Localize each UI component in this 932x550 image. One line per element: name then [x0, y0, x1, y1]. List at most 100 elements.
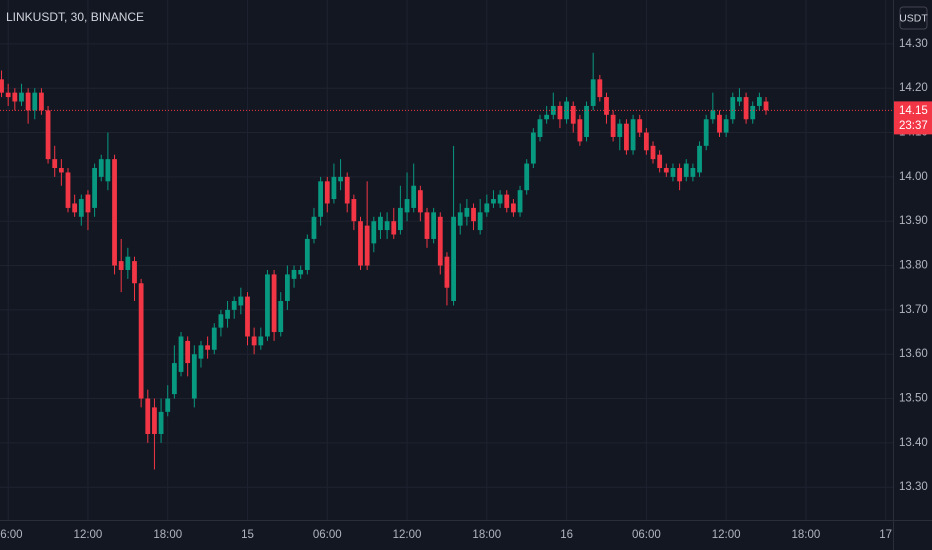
candle-body: [251, 336, 257, 346]
candle-body: [444, 256, 450, 288]
y-tick-label: 13.40: [899, 437, 928, 449]
candle-body: [604, 97, 609, 115]
axes: 14.3014.2014.1014.0013.9013.8013.7013.60…: [0, 38, 932, 541]
candle-body: [750, 105, 756, 120]
candle-body: [517, 190, 523, 213]
candle-body: [378, 216, 383, 231]
candle-body: [491, 199, 496, 204]
x-tick-label: 06:00: [0, 529, 23, 541]
candle-body: [650, 145, 656, 160]
last-price-label: 14.15: [899, 105, 928, 117]
candle-body: [384, 221, 390, 231]
candle-body: [630, 119, 636, 151]
y-tick-label: 13.80: [899, 260, 928, 272]
candle-body: [683, 163, 689, 177]
candle-body: [152, 407, 157, 434]
candle-body: [624, 123, 629, 151]
candle-body: [677, 168, 682, 182]
candle-body: [145, 398, 151, 434]
candle-body: [278, 301, 284, 333]
candle-body: [464, 207, 470, 217]
candle-body: [537, 119, 543, 137]
candle-body: [0, 79, 4, 93]
x-tick-label: 17: [879, 529, 892, 541]
candle-body: [437, 216, 443, 266]
x-tick-label: 18:00: [153, 529, 182, 541]
candle-body: [218, 314, 224, 328]
candle-body: [657, 154, 663, 169]
candle-body: [245, 296, 250, 337]
candle-body: [231, 301, 237, 310]
candle-body: [165, 398, 171, 412]
candle-body: [105, 159, 111, 182]
candle-body: [318, 181, 324, 217]
x-tick-label: 12:00: [74, 529, 103, 541]
candle-body: [364, 225, 370, 266]
candle-body: [158, 411, 164, 434]
candle-body: [198, 345, 204, 359]
y-tick-label: 13.70: [899, 304, 928, 316]
candle-body: [125, 256, 131, 270]
x-tick-label: 18:00: [472, 529, 501, 541]
candle-body: [737, 97, 742, 102]
candle-body: [730, 97, 736, 120]
candle-body: [424, 212, 430, 239]
candle-body: [404, 199, 410, 213]
candle-body: [703, 119, 709, 146]
candle-body: [85, 194, 91, 213]
candle-body: [225, 309, 230, 319]
candle-body: [471, 207, 476, 222]
candle-body: [72, 203, 78, 213]
candle-body: [511, 203, 516, 213]
candle-body: [78, 199, 84, 217]
candle-body: [98, 159, 104, 177]
y-tick-label: 14.20: [899, 82, 928, 94]
y-tick-label: 13.50: [899, 393, 928, 405]
candle-body: [763, 101, 769, 111]
candle-body: [577, 119, 583, 142]
candle-body: [504, 194, 510, 208]
candle-body: [497, 194, 503, 204]
candle-body: [92, 168, 97, 208]
candle-body: [417, 190, 423, 213]
candle-body: [610, 114, 616, 137]
candle-body: [391, 221, 397, 235]
y-tick-label: 13.30: [899, 481, 928, 493]
candle-body: [39, 92, 44, 111]
candle-body: [431, 212, 437, 239]
candle-body: [564, 101, 569, 120]
candle-body: [45, 110, 51, 160]
countdown-label: 23:37: [899, 120, 928, 132]
candle-body: [597, 79, 603, 98]
currency-box[interactable]: [899, 6, 928, 30]
candle-body: [637, 119, 643, 133]
candle-body: [590, 79, 596, 106]
candle-body: [12, 92, 18, 102]
candle-body: [211, 327, 217, 350]
candle-body: [351, 199, 357, 222]
candle-body: [311, 216, 317, 239]
candle-body: [544, 114, 550, 120]
x-tick-label: 12:00: [712, 529, 741, 541]
x-tick-label: 15: [241, 529, 254, 541]
candle-body: [411, 185, 417, 208]
y-tick-label: 14.00: [899, 171, 928, 183]
candle-body: [324, 181, 330, 204]
candle-body: [524, 163, 530, 191]
candle-body: [344, 176, 350, 204]
candle-body: [205, 345, 211, 350]
x-tick-label: 06:00: [632, 529, 661, 541]
candle-body: [331, 176, 337, 200]
x-tick-label: 12:00: [393, 529, 422, 541]
candle-body: [663, 168, 669, 173]
candle-body: [338, 176, 343, 182]
candle-body: [371, 221, 377, 244]
candle-body: [5, 92, 11, 98]
candle-body: [65, 172, 71, 208]
currency-label[interactable]: USDT: [899, 12, 928, 24]
y-axis-panel: [893, 0, 932, 550]
candle-body: [398, 207, 403, 231]
candle-body: [643, 132, 649, 151]
